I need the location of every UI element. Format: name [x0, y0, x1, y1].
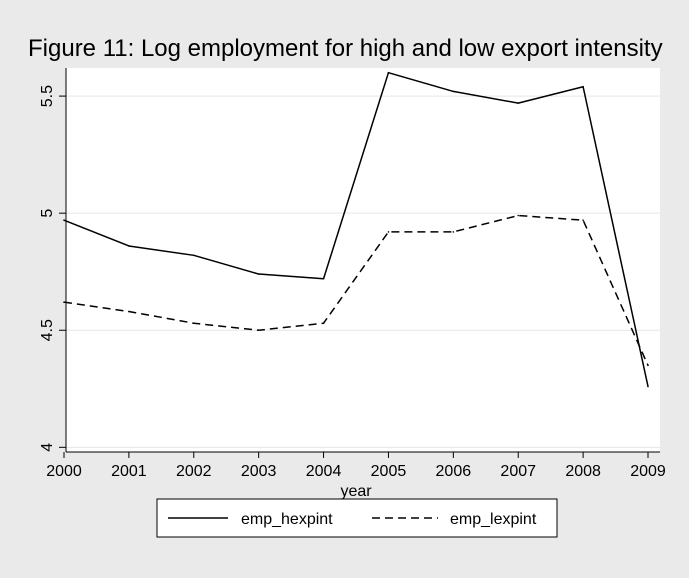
data-point-emp_hexpint: [322, 277, 325, 280]
data-point-emp_lexpint: [647, 364, 649, 367]
data-point-emp_lexpint: [322, 322, 325, 325]
data-point-emp_hexpint: [128, 245, 130, 247]
data-point-emp_hexpint: [192, 254, 195, 257]
x-axis-label: year: [340, 483, 372, 500]
y-tick-label: 4.5: [39, 319, 56, 341]
y-axis: 4 4.5 5 5.5: [39, 68, 67, 452]
legend-label-emp_hexpint: emp_hexpint: [241, 511, 333, 528]
series-group: [63, 71, 649, 388]
y-tick-label: 5: [39, 209, 56, 218]
series-line-emp_hexpint: [63, 71, 649, 387]
x-tick-label: 2003: [241, 463, 277, 480]
data-point-emp_lexpint: [582, 219, 584, 221]
x-tick-label: 2002: [176, 463, 212, 480]
data-point-emp_hexpint: [387, 71, 390, 74]
data-point-emp_hexpint: [452, 90, 455, 93]
x-tick-label: 2009: [630, 463, 666, 480]
x-tick-label: 2000: [46, 463, 82, 480]
data-point-emp_hexpint: [517, 102, 520, 104]
data-point-emp_hexpint: [257, 273, 260, 275]
legend-label-emp_lexpint: emp_lexpint: [450, 511, 537, 528]
data-point-emp_hexpint: [582, 85, 584, 88]
plot-area: [66, 68, 660, 452]
x-axis: 2000 2001 2002 2003 2004 2005 2006 2007 2008 2009: [46, 451, 666, 480]
chart-title: Figure 11: Log employment for high and l…: [28, 35, 663, 62]
legend: emp_hexpint emp_lexpint: [156, 498, 558, 538]
data-point-emp_lexpint: [387, 231, 390, 233]
x-tick-label: 2004: [306, 463, 342, 480]
y-tick-label: 4: [39, 443, 56, 452]
data-point-emp_hexpint: [63, 219, 65, 221]
data-point-emp_lexpint: [517, 214, 520, 217]
data-point-emp_lexpint: [452, 231, 455, 233]
y-tick-label: 5.5: [39, 85, 56, 107]
data-point-emp_lexpint: [192, 322, 195, 325]
x-tick-label: 2007: [500, 463, 536, 480]
data-point-emp_hexpint: [647, 385, 649, 388]
x-tick-label: 2008: [565, 463, 601, 480]
data-point-emp_lexpint: [63, 301, 65, 303]
gridlines: [66, 95, 660, 448]
x-tick-label: 2005: [371, 463, 407, 480]
series-line-emp_lexpint: [63, 214, 649, 366]
data-point-emp_lexpint: [257, 329, 260, 332]
data-point-emp_lexpint: [128, 310, 130, 313]
x-tick-label: 2006: [436, 463, 472, 480]
x-tick-label: 2001: [111, 463, 147, 480]
